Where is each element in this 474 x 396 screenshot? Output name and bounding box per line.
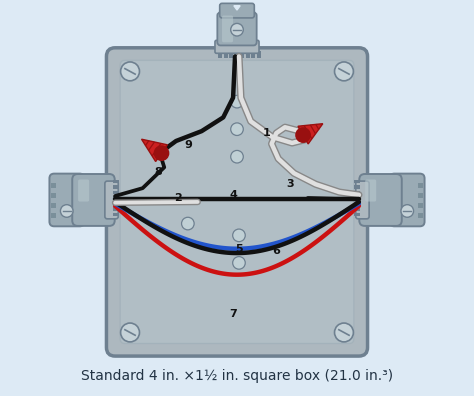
Bar	[113, 207, 119, 211]
Text: Standard 4 in. ×1½ in. square box (21.0 in.³): Standard 4 in. ×1½ in. square box (21.0 …	[81, 369, 393, 383]
Circle shape	[231, 150, 243, 163]
Bar	[256, 51, 261, 58]
Bar	[251, 51, 255, 58]
FancyBboxPatch shape	[359, 174, 402, 226]
Bar	[51, 193, 56, 198]
Bar	[113, 179, 119, 183]
FancyBboxPatch shape	[72, 174, 115, 226]
Bar	[229, 51, 233, 58]
Bar	[218, 51, 222, 58]
Polygon shape	[298, 124, 323, 144]
FancyBboxPatch shape	[215, 40, 259, 53]
Bar	[418, 213, 423, 218]
Text: 3: 3	[286, 179, 294, 189]
Circle shape	[231, 123, 243, 135]
FancyBboxPatch shape	[390, 173, 425, 226]
FancyBboxPatch shape	[365, 179, 376, 202]
Circle shape	[231, 95, 243, 108]
Bar	[354, 207, 360, 211]
Circle shape	[335, 323, 354, 342]
Text: 9: 9	[184, 140, 192, 150]
Bar	[235, 51, 238, 58]
Bar	[354, 190, 360, 194]
Bar	[418, 203, 423, 208]
FancyBboxPatch shape	[356, 181, 369, 219]
Bar	[354, 185, 360, 189]
Text: 7: 7	[229, 309, 237, 319]
Circle shape	[231, 23, 243, 36]
Polygon shape	[142, 139, 167, 162]
Bar	[113, 196, 119, 200]
Bar	[51, 183, 56, 188]
FancyBboxPatch shape	[218, 12, 256, 46]
Bar	[354, 213, 360, 217]
FancyBboxPatch shape	[78, 179, 89, 202]
Bar	[113, 185, 119, 189]
FancyBboxPatch shape	[219, 3, 255, 18]
Bar	[354, 179, 360, 183]
Bar	[113, 213, 119, 217]
Bar	[51, 213, 56, 218]
FancyBboxPatch shape	[49, 173, 84, 226]
Circle shape	[155, 146, 169, 160]
FancyBboxPatch shape	[222, 15, 233, 42]
Circle shape	[182, 217, 194, 230]
Text: 2: 2	[174, 193, 182, 203]
Bar	[224, 51, 228, 58]
Text: 5: 5	[235, 244, 243, 254]
Polygon shape	[234, 6, 240, 10]
Circle shape	[335, 62, 354, 81]
Circle shape	[120, 323, 139, 342]
Bar	[418, 193, 423, 198]
FancyBboxPatch shape	[120, 60, 354, 343]
FancyBboxPatch shape	[105, 181, 118, 219]
Circle shape	[61, 205, 73, 217]
Bar	[113, 190, 119, 194]
Bar	[51, 203, 56, 208]
FancyBboxPatch shape	[107, 48, 367, 356]
Text: 4: 4	[229, 190, 237, 200]
Bar	[240, 51, 244, 58]
Circle shape	[401, 205, 413, 217]
Bar	[354, 202, 360, 206]
Bar	[418, 183, 423, 188]
Circle shape	[296, 128, 310, 142]
Text: 8: 8	[155, 168, 162, 177]
Circle shape	[233, 229, 245, 242]
Bar	[246, 51, 250, 58]
Circle shape	[233, 257, 245, 269]
Circle shape	[120, 62, 139, 81]
Bar	[113, 202, 119, 206]
Text: 6: 6	[273, 246, 280, 256]
Bar	[354, 196, 360, 200]
Text: 1: 1	[263, 128, 270, 138]
